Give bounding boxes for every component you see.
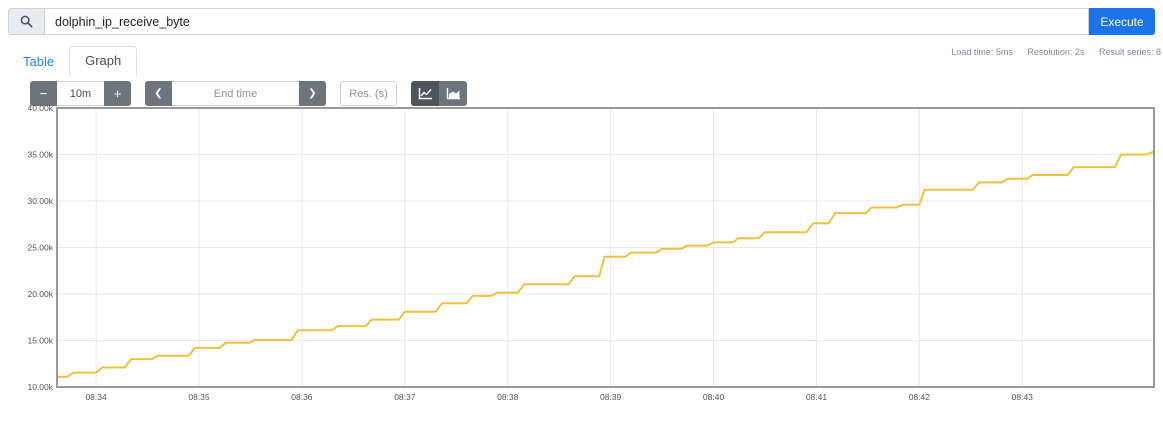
svg-text:08:43: 08:43 [1012,392,1034,402]
increase-range-button[interactable]: + [104,81,131,106]
result-series-stat: Result series: 8 [1098,47,1161,57]
query-stats: Load time: 5ms Resolution: 2s Result ser… [939,47,1161,57]
svg-text:08:41: 08:41 [806,392,828,402]
tab-graph[interactable]: Graph [69,46,138,76]
search-icon [20,15,33,28]
shift-forward-button[interactable]: ❯ [299,81,326,106]
range-control: − + [30,81,131,106]
graph-controls: − + ❮ ❯ [30,81,467,106]
svg-text:08:42: 08:42 [909,392,931,402]
query-input[interactable] [44,8,1089,35]
line-chart-icon [418,88,432,100]
line-chart-toggle-button[interactable] [411,81,439,106]
stacked-chart-toggle-button[interactable] [439,81,467,106]
end-time-control: ❮ ❯ [145,81,326,106]
svg-text:15.00k: 15.00k [27,336,53,346]
tab-table[interactable]: Table [23,54,55,69]
svg-text:20.00k: 20.00k [27,289,53,299]
resolution-input[interactable] [340,81,397,106]
svg-text:08:38: 08:38 [497,392,519,402]
svg-text:08:37: 08:37 [394,392,416,402]
stacked-chart-icon [446,88,460,100]
execute-button[interactable]: Execute [1089,8,1155,35]
load-time-stat: Load time: 5ms [951,47,1013,57]
end-time-input[interactable] [172,81,299,106]
resolution-stat: Resolution: 2s [1027,47,1085,57]
svg-text:10.00k: 10.00k [27,382,53,392]
search-icon-box [8,8,44,35]
range-input[interactable] [57,81,104,106]
svg-text:08:39: 08:39 [600,392,622,402]
graph-canvas[interactable]: 10.00k 15.00k 20.00k 25.00k 30.00k 35.00k 40.0… [26,103,1159,416]
svg-text:25.00k: 25.00k [27,243,53,253]
view-tabs: Table Graph [8,46,138,76]
svg-text:08:35: 08:35 [188,392,210,402]
chart-type-toggle [411,81,467,106]
graph-panel: 10.00k 15.00k 20.00k 25.00k 30.00k 35.00k 40.0… [26,103,1159,416]
svg-text:08:40: 08:40 [703,392,725,402]
svg-text:30.00k: 30.00k [27,196,53,206]
svg-text:08:34: 08:34 [85,392,107,402]
svg-text:08:36: 08:36 [291,392,313,402]
decrease-range-button[interactable]: − [30,81,57,106]
svg-text:40.00k: 40.00k [27,104,53,113]
shift-back-button[interactable]: ❮ [145,81,172,106]
svg-text:35.00k: 35.00k [27,150,53,160]
query-bar: Execute [8,8,1155,35]
